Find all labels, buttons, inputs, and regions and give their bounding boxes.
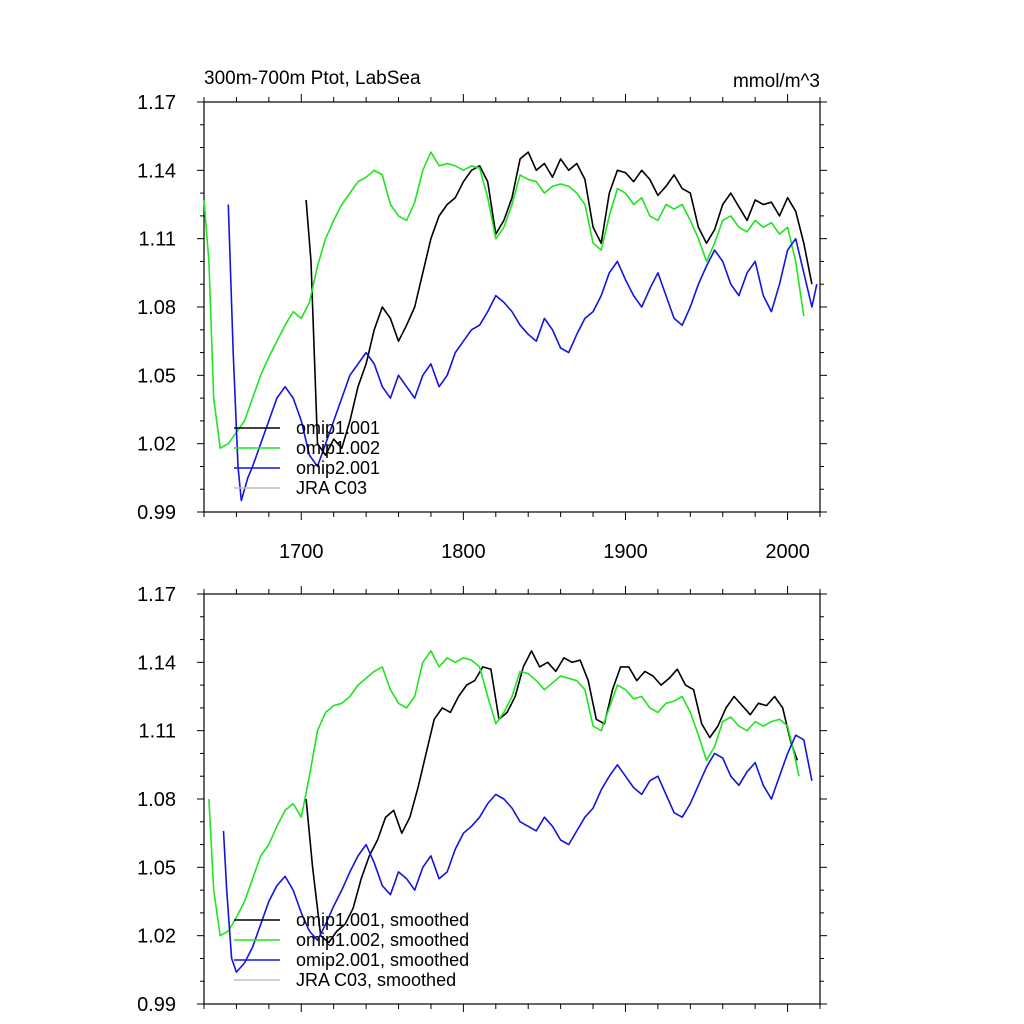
y-tick-label: 0.99 [137, 994, 176, 1016]
y-tick-label: 1.17 [137, 584, 176, 606]
series-line-omip2-001-smoothed [222, 734, 813, 973]
series-line-omip1-001-smoothed [305, 650, 799, 944]
x-tick-label: 1700 [279, 541, 324, 563]
y-tick-label: 0.99 [137, 502, 176, 524]
legend-entry: omip2.001 [296, 458, 380, 478]
legend-entry: JRA C03, smoothed [296, 970, 456, 990]
y-tick-label: 1.05 [137, 857, 176, 879]
legend-entry: omip2.001, smoothed [296, 950, 469, 970]
y-tick-label: 1.14 [137, 652, 176, 674]
y-tick-label: 1.14 [137, 160, 176, 182]
y-tick-label: 1.08 [137, 789, 176, 811]
x-tick-label: 1900 [603, 541, 648, 563]
legend-entry: JRA C03 [296, 478, 367, 498]
y-tick-label: 1.05 [137, 365, 176, 387]
y-tick-label: 1.02 [137, 926, 176, 948]
series-line-omip1-002 [203, 151, 805, 449]
y-tick-label: 1.11 [139, 721, 176, 743]
series-line-omip1-002-smoothed [208, 650, 800, 937]
legend-entry: omip1.002, smoothed [296, 930, 469, 950]
y-tick-label: 1.08 [137, 297, 176, 319]
x-tick-label: 1800 [441, 541, 486, 563]
legend-entry: omip1.001 [296, 418, 380, 438]
x-tick-label: 2000 [765, 541, 810, 563]
chart-units-label: mmol/m^3 [733, 71, 820, 92]
y-tick-label: 1.11 [139, 229, 176, 251]
chart-title-left: 300m-700m Ptot, LabSea [204, 68, 421, 89]
y-tick-label: 1.17 [137, 92, 176, 114]
y-tick-label: 1.02 [137, 434, 176, 456]
legend-entry: omip1.002 [296, 438, 380, 458]
legend-entry: omip1.001, smoothed [296, 910, 469, 930]
series-line-omip2-001 [227, 204, 818, 502]
series-line-omip1-001 [305, 151, 813, 456]
